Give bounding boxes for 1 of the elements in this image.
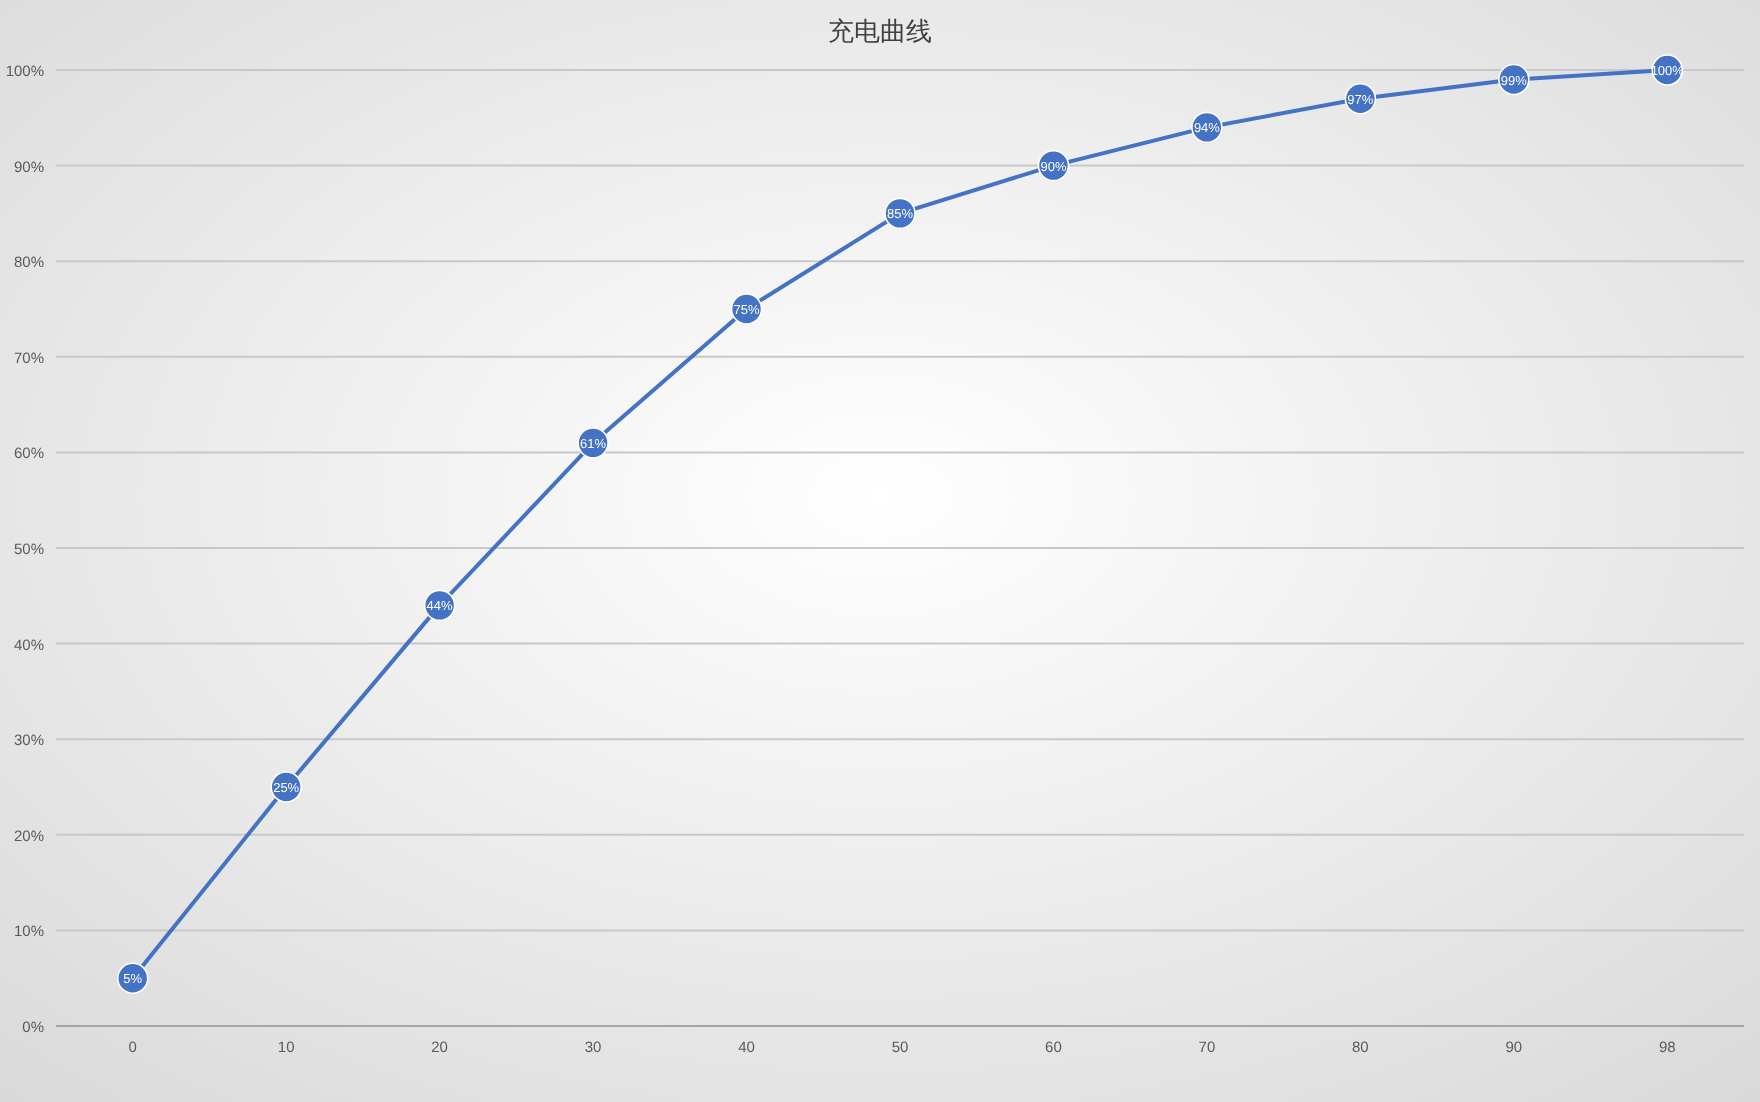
chart-title: 充电曲线 (828, 16, 932, 46)
